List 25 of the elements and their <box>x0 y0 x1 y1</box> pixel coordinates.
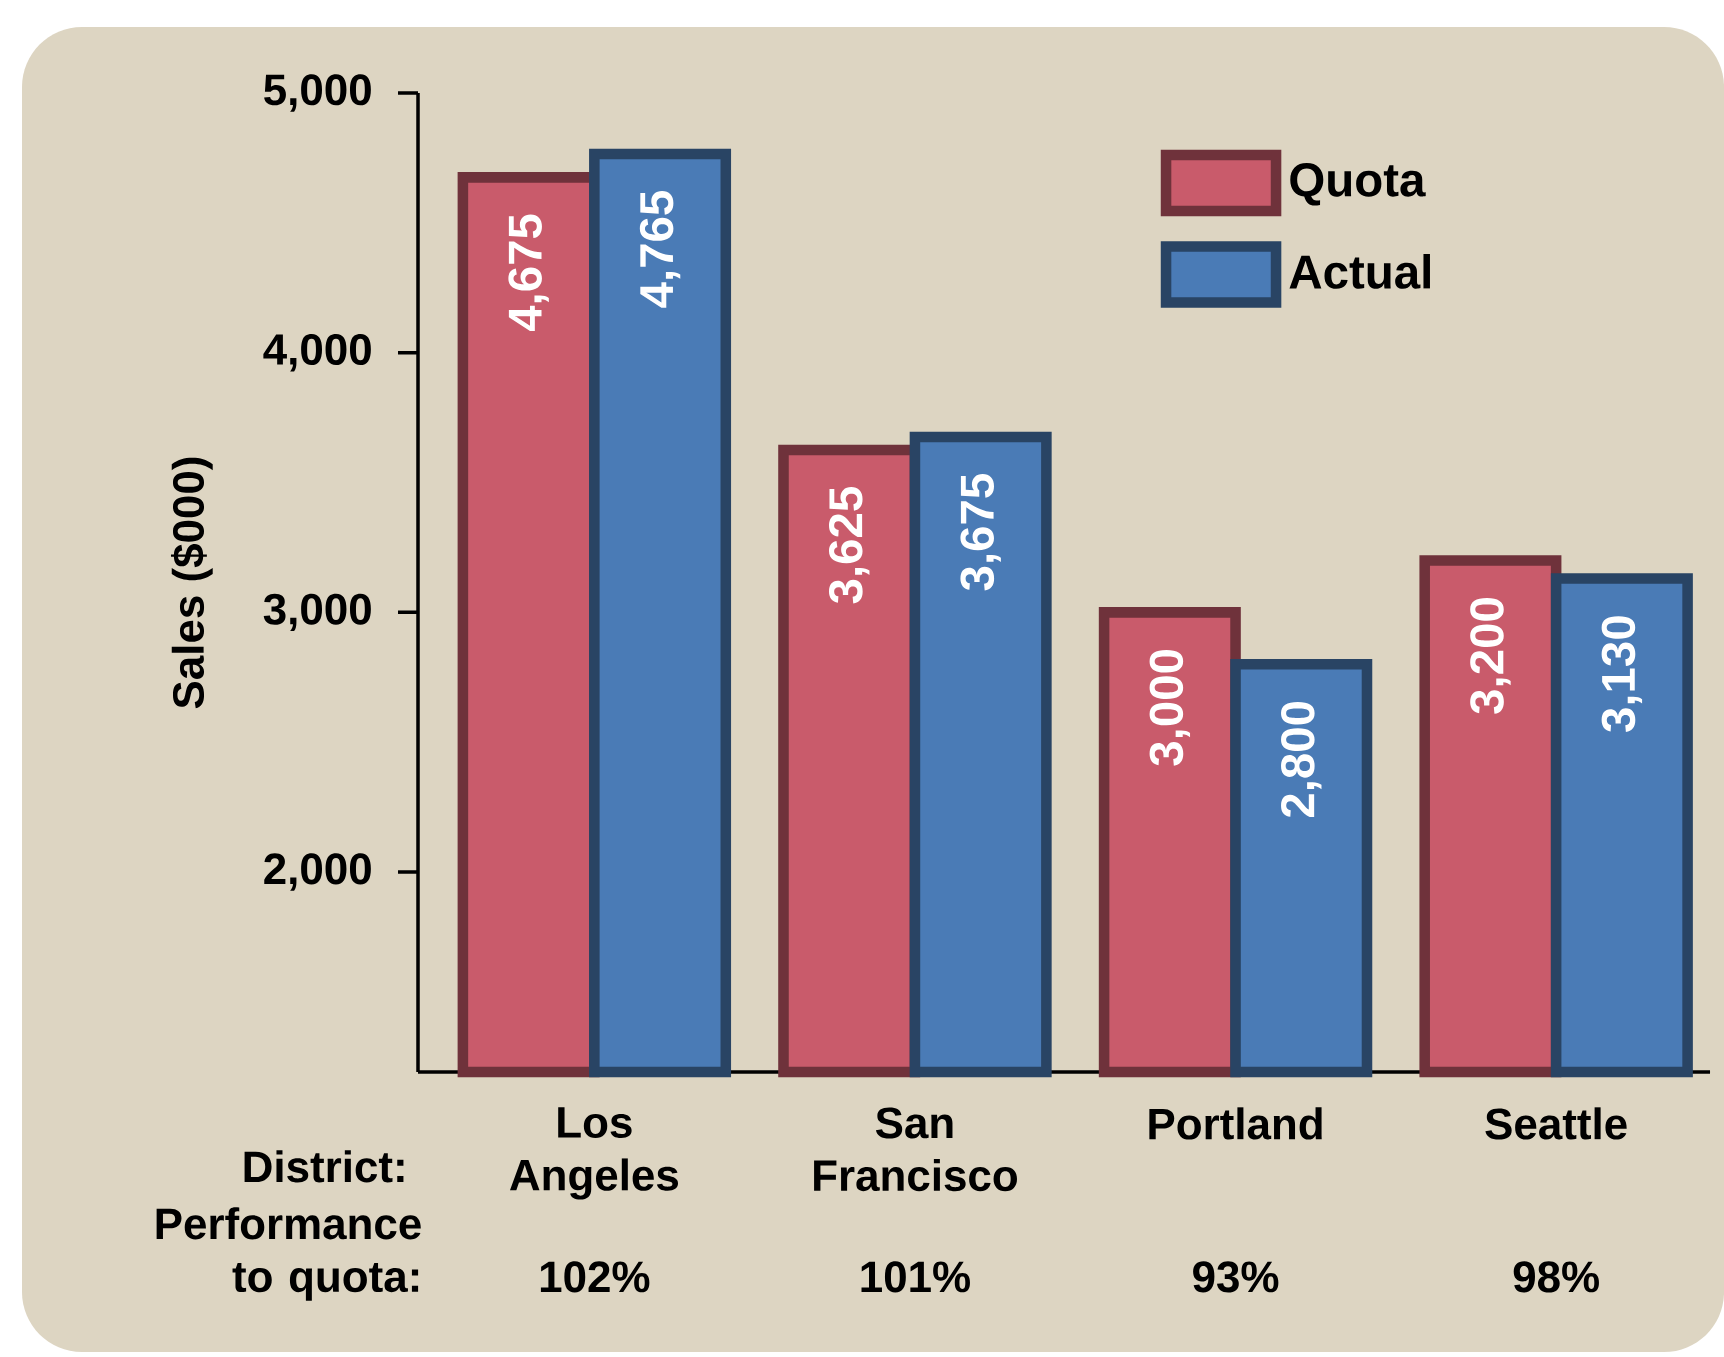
text: 93% <box>1193 1261 1279 1293</box>
legend-label: Quota <box>1290 163 1426 206</box>
data-label: 3,200 <box>1470 598 1511 714</box>
x-tick-label: Seattle <box>1485 1107 1627 1140</box>
data-label: 3,130 <box>1601 616 1643 732</box>
text: 98% <box>1513 1261 1599 1293</box>
y-tick-label: 2,000 <box>264 853 371 891</box>
text: 102% <box>540 1261 650 1293</box>
x-tick-label: Portland <box>1149 1107 1322 1140</box>
data-label: 4,765 <box>639 191 681 308</box>
data-label: 3,625 <box>828 487 870 604</box>
y-tick-label: 4,000 <box>263 333 371 372</box>
y-tick-label: 3,000 <box>263 593 371 632</box>
text: 101% <box>861 1261 970 1293</box>
data-label: 3,000 <box>1149 649 1191 766</box>
x-tick-label: San Francisco <box>814 1107 1017 1192</box>
data-label: 2,800 <box>1281 701 1322 818</box>
y-tick-label: 5,000 <box>264 74 371 112</box>
legend-label: Actual <box>1289 253 1430 289</box>
text: Performance to quota: <box>156 1207 421 1301</box>
text: District: <box>244 1150 404 1183</box>
data-label: 4,675 <box>508 214 549 332</box>
y-axis-title: Sales ($000) <box>170 457 213 709</box>
data-label: 3,675 <box>960 474 1001 591</box>
x-tick-label: Los Angeles <box>509 1107 679 1200</box>
